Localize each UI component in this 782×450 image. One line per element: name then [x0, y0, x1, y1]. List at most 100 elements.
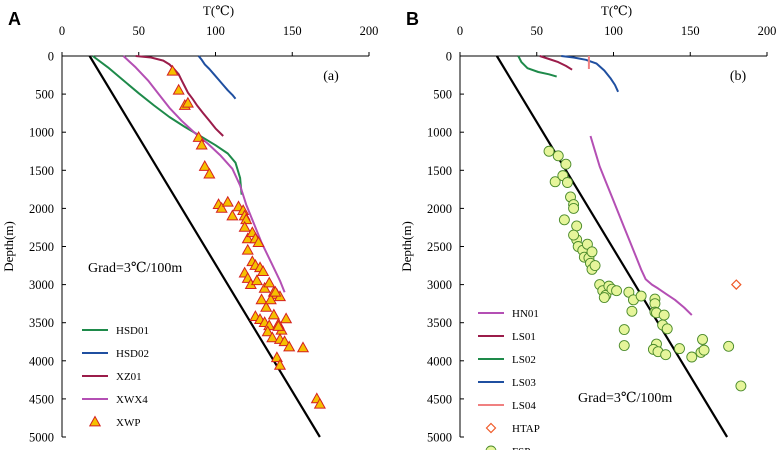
y-tick-label: 1000 — [427, 126, 452, 140]
y-tick-label: 0 — [48, 50, 54, 64]
x-tick-label: 100 — [604, 24, 623, 38]
series-line — [122, 55, 286, 293]
data-point — [698, 344, 710, 356]
data-point — [280, 312, 293, 324]
data-point — [626, 305, 638, 317]
data-point — [273, 358, 287, 370]
legend-label: XWP — [116, 417, 140, 429]
data-point — [269, 285, 282, 297]
data-point — [261, 325, 274, 337]
y-tick-label: 3500 — [29, 316, 54, 330]
y-tick-label: 3000 — [29, 278, 54, 292]
series-htap — [730, 279, 742, 290]
legend-label: XZ01 — [116, 371, 142, 383]
data-point — [255, 293, 268, 305]
x-tick-label: 150 — [283, 24, 302, 38]
data-point — [560, 158, 572, 170]
data-point — [263, 276, 276, 288]
legend-swatch — [485, 422, 497, 434]
legend-label: LS03 — [512, 377, 536, 389]
data-point — [270, 351, 283, 363]
data-point — [266, 331, 279, 343]
series-line — [135, 55, 224, 137]
data-point — [618, 340, 630, 352]
data-point — [635, 290, 647, 302]
data-point — [258, 281, 271, 293]
y-tick-label: 2000 — [29, 202, 54, 216]
data-point — [674, 343, 685, 355]
data-point — [166, 64, 179, 76]
legend-swatch — [485, 445, 497, 450]
legend-label: LS04 — [512, 400, 536, 412]
x-tick-label: 100 — [206, 24, 225, 38]
data-point — [618, 324, 630, 336]
legend-label: XWX4 — [116, 394, 148, 406]
x-tick-label: 50 — [133, 24, 146, 38]
data-point — [686, 351, 698, 363]
legend-swatch — [88, 415, 102, 427]
series-fsp — [543, 145, 747, 392]
y-tick-label: 1000 — [29, 126, 54, 140]
series-line — [517, 55, 557, 78]
y-tick-label: 2000 — [427, 202, 452, 216]
legend-label: HTAP — [512, 423, 540, 435]
data-point — [215, 201, 228, 213]
y-tick-label: 2500 — [29, 240, 54, 254]
data-point — [571, 220, 583, 232]
y-tick-label: 1500 — [427, 164, 452, 178]
y-tick-label: 3500 — [427, 316, 452, 330]
panel-letter: A — [8, 9, 21, 29]
panel-tag: (b) — [730, 69, 747, 84]
legend-label: LS01 — [512, 331, 536, 343]
x-tick-label: 0 — [457, 24, 463, 38]
data-point — [267, 308, 280, 320]
data-point — [238, 220, 251, 232]
data-point — [586, 246, 598, 258]
y-tick-label: 4000 — [29, 354, 54, 368]
legend-label: FSP — [512, 446, 530, 450]
y-tick-label: 1500 — [29, 164, 54, 178]
data-point — [257, 265, 270, 276]
data-point — [283, 340, 296, 352]
data-point — [589, 260, 601, 271]
data-point — [723, 340, 735, 352]
y-tick-label: 5000 — [29, 431, 54, 445]
data-point — [181, 96, 194, 108]
x-axis-label: T(℃) — [601, 3, 632, 18]
gradient-annotation: Grad=3℃/100m — [578, 391, 672, 406]
x-tick-label: 200 — [758, 24, 777, 38]
series-line — [539, 55, 573, 71]
data-point — [598, 292, 610, 304]
y-tick-label: 500 — [35, 88, 54, 102]
data-point — [611, 285, 623, 297]
data-point — [568, 202, 580, 214]
legend: HSD01 HSD02 XZ01 XWX4 XWP — [82, 325, 149, 429]
legend-label: HSD02 — [116, 348, 149, 360]
data-point — [260, 300, 273, 312]
series-line — [92, 55, 243, 195]
y-tick-label: 5000 — [427, 431, 452, 445]
data-point — [735, 380, 747, 392]
series-ls02 — [517, 55, 557, 78]
data-point — [250, 274, 264, 286]
data-point — [296, 341, 310, 353]
y-tick-label: 500 — [433, 88, 452, 102]
legend-label: LS02 — [512, 354, 536, 366]
data-point — [549, 176, 561, 188]
gradient-line — [88, 55, 321, 438]
data-point — [264, 293, 277, 305]
series-xwx4 — [122, 55, 286, 293]
data-point — [203, 167, 216, 179]
data-point — [660, 349, 672, 361]
series-line — [589, 135, 693, 316]
panel-letter: B — [406, 9, 419, 29]
gradient-annotation: Grad=3℃/100m — [88, 261, 182, 276]
x-axis-label: T(℃) — [203, 3, 234, 18]
gradient-line — [495, 55, 729, 438]
data-point — [661, 323, 673, 335]
x-tick-label: 200 — [360, 24, 379, 38]
data-point — [543, 145, 555, 157]
data-point — [172, 83, 185, 95]
data-point — [272, 319, 285, 331]
